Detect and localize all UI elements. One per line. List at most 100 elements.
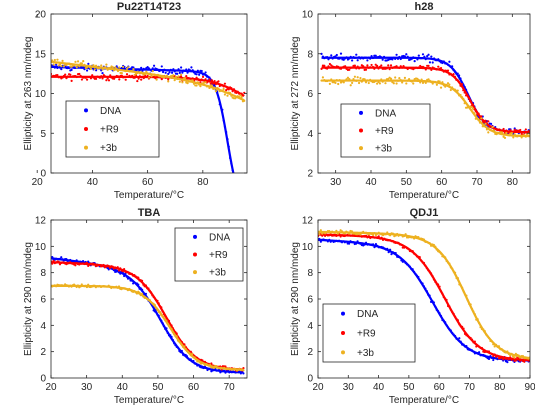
data-point xyxy=(132,67,135,71)
series-3b xyxy=(51,58,246,103)
data-point xyxy=(374,242,378,246)
data-point xyxy=(328,62,331,66)
data-point xyxy=(60,256,63,259)
data-point xyxy=(348,68,351,71)
data-point xyxy=(428,61,432,64)
data-point xyxy=(241,196,243,198)
fit-line xyxy=(318,233,530,362)
data-point xyxy=(376,82,379,85)
x-tick-label: 60 xyxy=(188,382,200,393)
x-tick-label: 20 xyxy=(32,177,44,188)
data-point xyxy=(470,105,473,108)
data-point xyxy=(491,126,494,129)
data-point xyxy=(389,64,393,67)
data-point xyxy=(199,85,202,88)
data-point xyxy=(185,74,188,78)
data-point xyxy=(446,82,450,85)
data-point xyxy=(69,73,72,76)
x-tick-label: 40 xyxy=(87,177,99,188)
data-point xyxy=(356,59,359,62)
data-point xyxy=(151,70,154,73)
data-point xyxy=(171,71,174,74)
data-point xyxy=(330,54,333,57)
x-axis-label: Temperature/°C xyxy=(389,190,459,201)
x-tick-label: 20 xyxy=(312,382,324,393)
data-point xyxy=(437,65,440,68)
fit-line xyxy=(321,66,530,134)
data-point xyxy=(183,77,187,80)
data-point xyxy=(172,74,175,77)
data-point xyxy=(168,71,171,74)
x-tick-label: 30 xyxy=(330,177,342,188)
data-point xyxy=(503,136,507,139)
series-3b xyxy=(51,283,245,372)
data-point xyxy=(401,81,404,84)
y-tick-label: 8 xyxy=(307,49,313,60)
legend-marker xyxy=(341,331,345,335)
data-point xyxy=(487,131,490,134)
series-r9 xyxy=(320,62,530,137)
data-point xyxy=(405,53,408,56)
data-point xyxy=(107,79,111,82)
series-layer xyxy=(320,52,530,139)
chart-panel-4: 20 30 40 50 60 70 80 90 0 2 4 6 8 10 12 QDJ1 Temperature… xyxy=(290,207,535,406)
data-point xyxy=(380,64,383,67)
data-point xyxy=(519,128,522,132)
chart-title: Pu22T14T23 xyxy=(117,1,181,13)
y-tick-label: 6 xyxy=(307,89,313,100)
data-point xyxy=(484,122,487,125)
data-point xyxy=(435,83,438,86)
data-point xyxy=(378,82,381,85)
data-point xyxy=(78,72,81,76)
data-point xyxy=(150,75,153,78)
data-point xyxy=(523,360,526,363)
data-point xyxy=(390,252,393,256)
data-point xyxy=(222,87,225,91)
series-3b xyxy=(318,229,530,360)
data-point xyxy=(118,66,121,69)
data-point xyxy=(391,58,394,61)
data-point xyxy=(512,136,515,139)
data-point xyxy=(120,72,123,75)
data-point xyxy=(389,77,393,80)
data-point xyxy=(510,131,514,135)
legend-label: +R9 xyxy=(357,329,376,340)
data-point xyxy=(480,117,483,120)
data-point xyxy=(173,79,176,82)
x-tick-label: 80 xyxy=(494,382,506,393)
data-point xyxy=(105,79,108,82)
data-point xyxy=(384,82,387,85)
data-point xyxy=(239,94,242,97)
data-point xyxy=(421,81,425,84)
data-point xyxy=(413,60,416,63)
data-point xyxy=(458,337,461,340)
data-point xyxy=(238,189,240,191)
y-tick-label: 10 xyxy=(302,10,314,21)
data-point xyxy=(198,73,201,76)
data-point xyxy=(167,72,170,76)
legend-label: +3b xyxy=(209,268,226,279)
data-point xyxy=(403,76,407,79)
data-point xyxy=(342,58,345,61)
fit-line xyxy=(321,79,530,138)
data-point xyxy=(76,60,80,63)
data-point xyxy=(334,81,337,84)
legend-label: DNA xyxy=(209,232,230,243)
data-point xyxy=(52,63,55,66)
y-tick-label: 12 xyxy=(302,216,314,227)
data-point xyxy=(167,80,170,83)
chart-title: TBA xyxy=(138,207,161,219)
data-point xyxy=(125,67,129,70)
legend-marker xyxy=(193,252,197,257)
data-point xyxy=(398,76,401,80)
y-tick-label: 2 xyxy=(307,347,313,358)
x-tick-label: 30 xyxy=(81,382,93,393)
data-point xyxy=(70,68,73,72)
data-point xyxy=(195,84,198,87)
series-3b xyxy=(320,75,530,139)
data-point xyxy=(167,78,170,81)
data-point xyxy=(405,82,408,85)
data-point xyxy=(321,76,325,79)
data-point xyxy=(487,120,490,123)
legend-label: +R9 xyxy=(209,250,228,261)
